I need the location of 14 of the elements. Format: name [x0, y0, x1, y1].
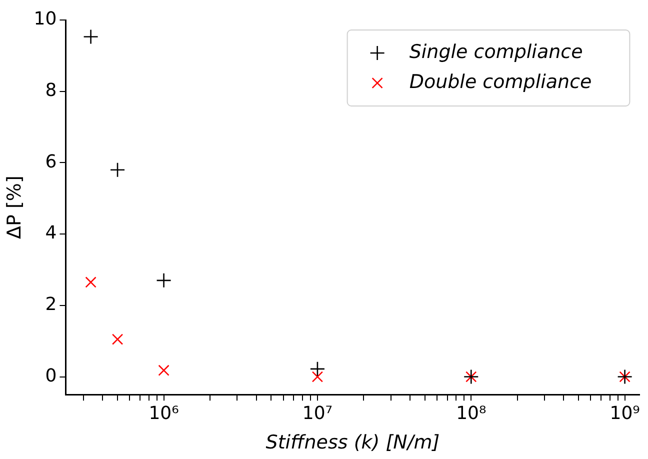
y-tick-label: 8 [45, 80, 57, 102]
x-tick-label: 10⁷ [302, 403, 333, 424]
y-tick-label: 10 [34, 8, 57, 30]
x-tick-label: 10⁸ [456, 403, 486, 424]
y-axis-title: ΔP [%] [3, 176, 26, 239]
x-tick-label: 10⁹ [610, 403, 640, 424]
x-tick-label: 10⁶ [148, 403, 179, 424]
x-axis-title: Stiffness (k) [N/m] [266, 432, 440, 454]
y-tick-label: 4 [45, 222, 57, 244]
y-tick-label: 2 [45, 294, 57, 316]
y-tick-label: 0 [45, 365, 57, 386]
legend-label: Double compliance [409, 70, 592, 93]
legend-label: Single compliance [409, 40, 583, 63]
y-tick-label: 6 [45, 151, 57, 172]
